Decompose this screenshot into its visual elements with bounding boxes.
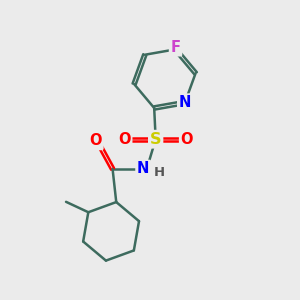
Text: O: O <box>118 132 131 147</box>
Text: F: F <box>170 40 181 55</box>
Text: N: N <box>179 95 191 110</box>
Text: O: O <box>89 134 102 148</box>
Text: O: O <box>181 132 193 147</box>
Text: N: N <box>137 161 149 176</box>
Text: H: H <box>154 166 165 179</box>
Text: S: S <box>150 132 161 147</box>
